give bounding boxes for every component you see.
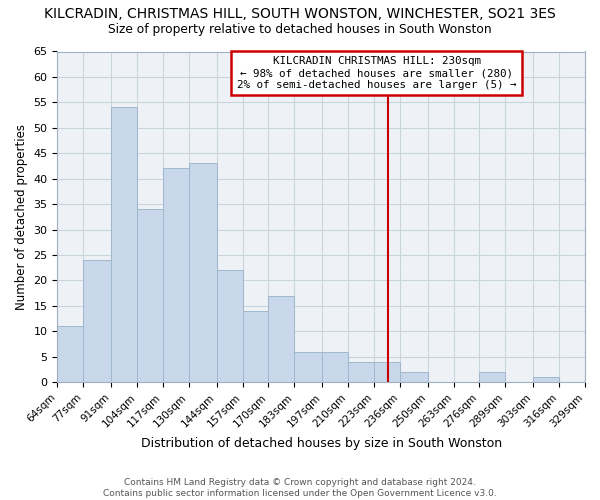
Text: Contains HM Land Registry data © Crown copyright and database right 2024.
Contai: Contains HM Land Registry data © Crown c…: [103, 478, 497, 498]
Bar: [533, 377, 559, 382]
Bar: [322, 352, 348, 382]
Bar: [58, 326, 83, 382]
Bar: [479, 372, 505, 382]
Bar: [163, 168, 189, 382]
Text: KILCRADIN, CHRISTMAS HILL, SOUTH WONSTON, WINCHESTER, SO21 3ES: KILCRADIN, CHRISTMAS HILL, SOUTH WONSTON…: [44, 8, 556, 22]
Bar: [348, 362, 374, 382]
Bar: [83, 260, 111, 382]
Bar: [242, 311, 268, 382]
Bar: [268, 296, 295, 382]
Bar: [137, 209, 163, 382]
X-axis label: Distribution of detached houses by size in South Wonston: Distribution of detached houses by size …: [140, 437, 502, 450]
Bar: [189, 164, 217, 382]
Bar: [295, 352, 322, 382]
Bar: [400, 372, 428, 382]
Bar: [374, 362, 400, 382]
Text: Size of property relative to detached houses in South Wonston: Size of property relative to detached ho…: [108, 22, 492, 36]
Text: KILCRADIN CHRISTMAS HILL: 230sqm
← 98% of detached houses are smaller (280)
2% o: KILCRADIN CHRISTMAS HILL: 230sqm ← 98% o…: [237, 56, 517, 90]
Y-axis label: Number of detached properties: Number of detached properties: [15, 124, 28, 310]
Bar: [217, 270, 242, 382]
Bar: [111, 108, 137, 382]
